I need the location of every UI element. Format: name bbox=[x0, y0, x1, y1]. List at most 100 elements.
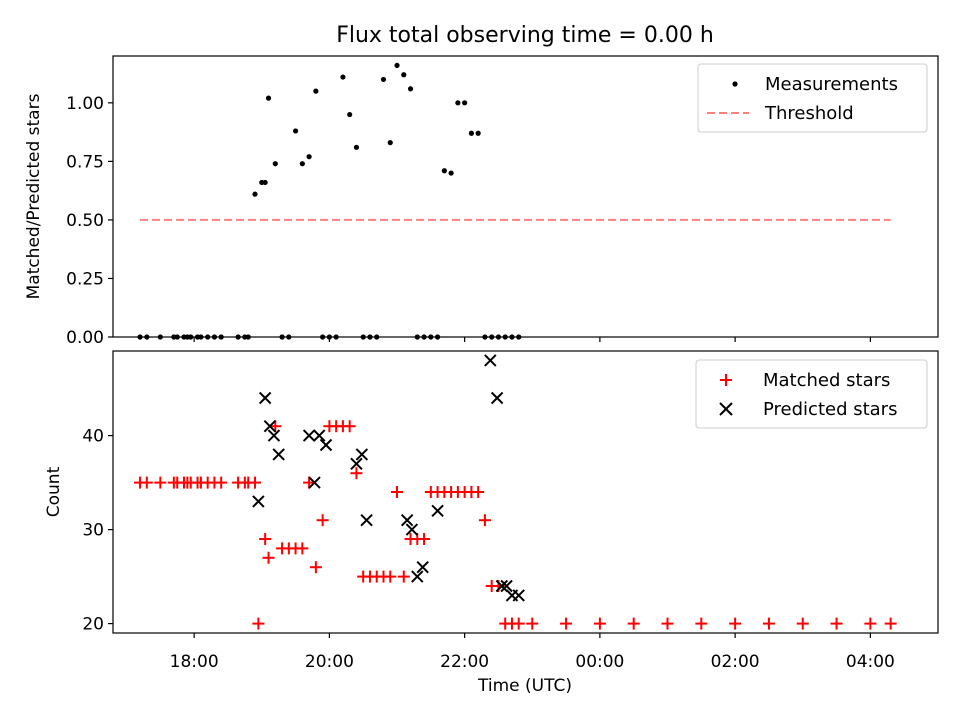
predicted-star-marker bbox=[484, 354, 497, 367]
measurement-point bbox=[262, 179, 268, 186]
y-tick-label: 40 bbox=[82, 427, 104, 447]
bottom-marks bbox=[134, 354, 897, 630]
y-tick-label: 0.50 bbox=[66, 211, 104, 231]
measurement-point bbox=[441, 168, 447, 174]
predicted-star-marker bbox=[302, 429, 316, 442]
measurement-point bbox=[475, 130, 481, 136]
predicted-star-marker bbox=[252, 495, 265, 508]
x-tick-label: 04:00 bbox=[846, 652, 895, 672]
matched-star-marker bbox=[350, 467, 363, 480]
predicted-star-marker bbox=[405, 523, 419, 536]
measurement-point bbox=[292, 128, 299, 134]
measurement-point bbox=[401, 72, 407, 78]
matched-star-marker bbox=[262, 551, 275, 564]
matched-star-marker bbox=[309, 561, 322, 574]
matched-star-marker bbox=[296, 542, 309, 555]
x-tick-label: 20:00 bbox=[305, 652, 354, 672]
top-y-axis-label: Matched/Predicted stars bbox=[24, 93, 44, 299]
matched-star-marker bbox=[249, 476, 262, 489]
predicted-star-marker bbox=[400, 513, 414, 527]
bottom-y-axis-label: Count bbox=[44, 466, 64, 517]
matched-star-marker bbox=[884, 617, 897, 630]
matched-star-marker bbox=[391, 486, 404, 498]
matched-star-marker bbox=[472, 486, 485, 498]
measurement-point bbox=[380, 76, 387, 83]
matched-star-marker bbox=[512, 617, 525, 630]
bottom-legend-box bbox=[695, 359, 928, 429]
measurement-point bbox=[468, 130, 475, 136]
legend-threshold-label: Threshold bbox=[764, 103, 854, 124]
y-tick-label: 0.25 bbox=[66, 269, 104, 289]
measurement-point bbox=[306, 154, 312, 160]
predicted-star-marker bbox=[308, 476, 321, 489]
bottom-panel: 20 30 40 18:00 20:00 22:00 00:00 02:00 04:00 Co… bbox=[44, 350, 939, 696]
matched-star-marker bbox=[140, 476, 153, 489]
matched-star-marker bbox=[154, 476, 167, 489]
legend-measurements-marker bbox=[732, 81, 738, 87]
matched-star-marker bbox=[762, 617, 775, 630]
top-panel: 0.00 0.25 0.50 0.75 1.00 Matched/Predicted s… bbox=[24, 55, 939, 348]
top-marks bbox=[137, 62, 891, 340]
matched-star-marker bbox=[252, 617, 265, 630]
measurement-point bbox=[353, 144, 360, 150]
matched-star-marker bbox=[384, 570, 397, 583]
matched-star-marker bbox=[526, 617, 539, 630]
bottom-x-ticks: 18:00 20:00 22:00 00:00 02:00 04:00 bbox=[170, 633, 895, 672]
x-tick-label: 00:00 bbox=[575, 652, 624, 672]
matched-star-marker bbox=[627, 617, 640, 630]
top-legend: Measurements Threshold bbox=[697, 63, 928, 133]
predicted-star-marker bbox=[319, 438, 333, 452]
measurement-point bbox=[407, 86, 414, 92]
measurement-point bbox=[394, 62, 400, 68]
legend-matched-label: Matched stars bbox=[763, 370, 890, 391]
bottom-y-ticks: 20 30 40 bbox=[82, 427, 113, 635]
predicted-star-marker bbox=[258, 391, 272, 405]
predicted-star-marker bbox=[490, 391, 504, 405]
predicted-star-marker bbox=[360, 513, 373, 527]
predicted-star-marker bbox=[416, 560, 429, 574]
predicted-star-marker bbox=[431, 504, 444, 518]
x-tick-label: 02:00 bbox=[711, 652, 760, 672]
matched-star-marker bbox=[418, 533, 431, 545]
x-axis-label: Time (UTC) bbox=[477, 676, 572, 696]
chart-title: Flux total observing time = 0.00 h bbox=[336, 23, 714, 48]
measurement-point bbox=[272, 161, 278, 167]
bottom-legend: Matched stars Predicted stars bbox=[695, 359, 928, 429]
matched-star-marker bbox=[729, 617, 742, 630]
matched-star-marker bbox=[259, 533, 272, 545]
predicted-star-marker bbox=[411, 570, 424, 583]
matched-star-marker bbox=[560, 617, 573, 630]
matched-star-marker bbox=[215, 476, 228, 489]
measurement-point bbox=[462, 100, 468, 106]
top-y-ticks: 0.00 0.25 0.50 0.75 1.00 bbox=[66, 94, 113, 348]
matched-star-marker bbox=[593, 617, 606, 630]
matched-star-marker bbox=[864, 617, 877, 630]
top-legend-box bbox=[697, 63, 928, 133]
matched-star-marker bbox=[397, 570, 410, 583]
measurement-point bbox=[340, 74, 346, 80]
y-tick-label: 20 bbox=[82, 615, 104, 635]
measurement-point bbox=[455, 100, 461, 106]
x-tick-label: 22:00 bbox=[440, 652, 489, 672]
legend-matched-marker bbox=[720, 374, 732, 386]
matched-star-marker bbox=[478, 514, 491, 527]
matched-star-marker bbox=[661, 617, 674, 630]
top-axes-frame bbox=[112, 55, 939, 338]
legend-predicted-marker bbox=[719, 402, 733, 416]
y-tick-label: 30 bbox=[82, 521, 104, 541]
y-tick-label: 0.75 bbox=[66, 152, 104, 172]
matched-star-marker bbox=[796, 617, 809, 630]
measurement-point bbox=[387, 140, 393, 146]
top-x-ticks bbox=[193, 337, 871, 342]
measurement-point bbox=[313, 88, 319, 94]
x-tick-label: 18:00 bbox=[170, 652, 219, 672]
predicted-star-marker bbox=[500, 579, 513, 593]
predicted-star-marker bbox=[350, 457, 363, 471]
predicted-star-marker bbox=[512, 589, 525, 602]
matched-star-marker bbox=[830, 617, 843, 630]
matched-star-marker bbox=[695, 617, 708, 630]
predicted-star-marker bbox=[495, 579, 509, 593]
measurement-point bbox=[265, 95, 272, 101]
measurement-point bbox=[448, 170, 454, 176]
